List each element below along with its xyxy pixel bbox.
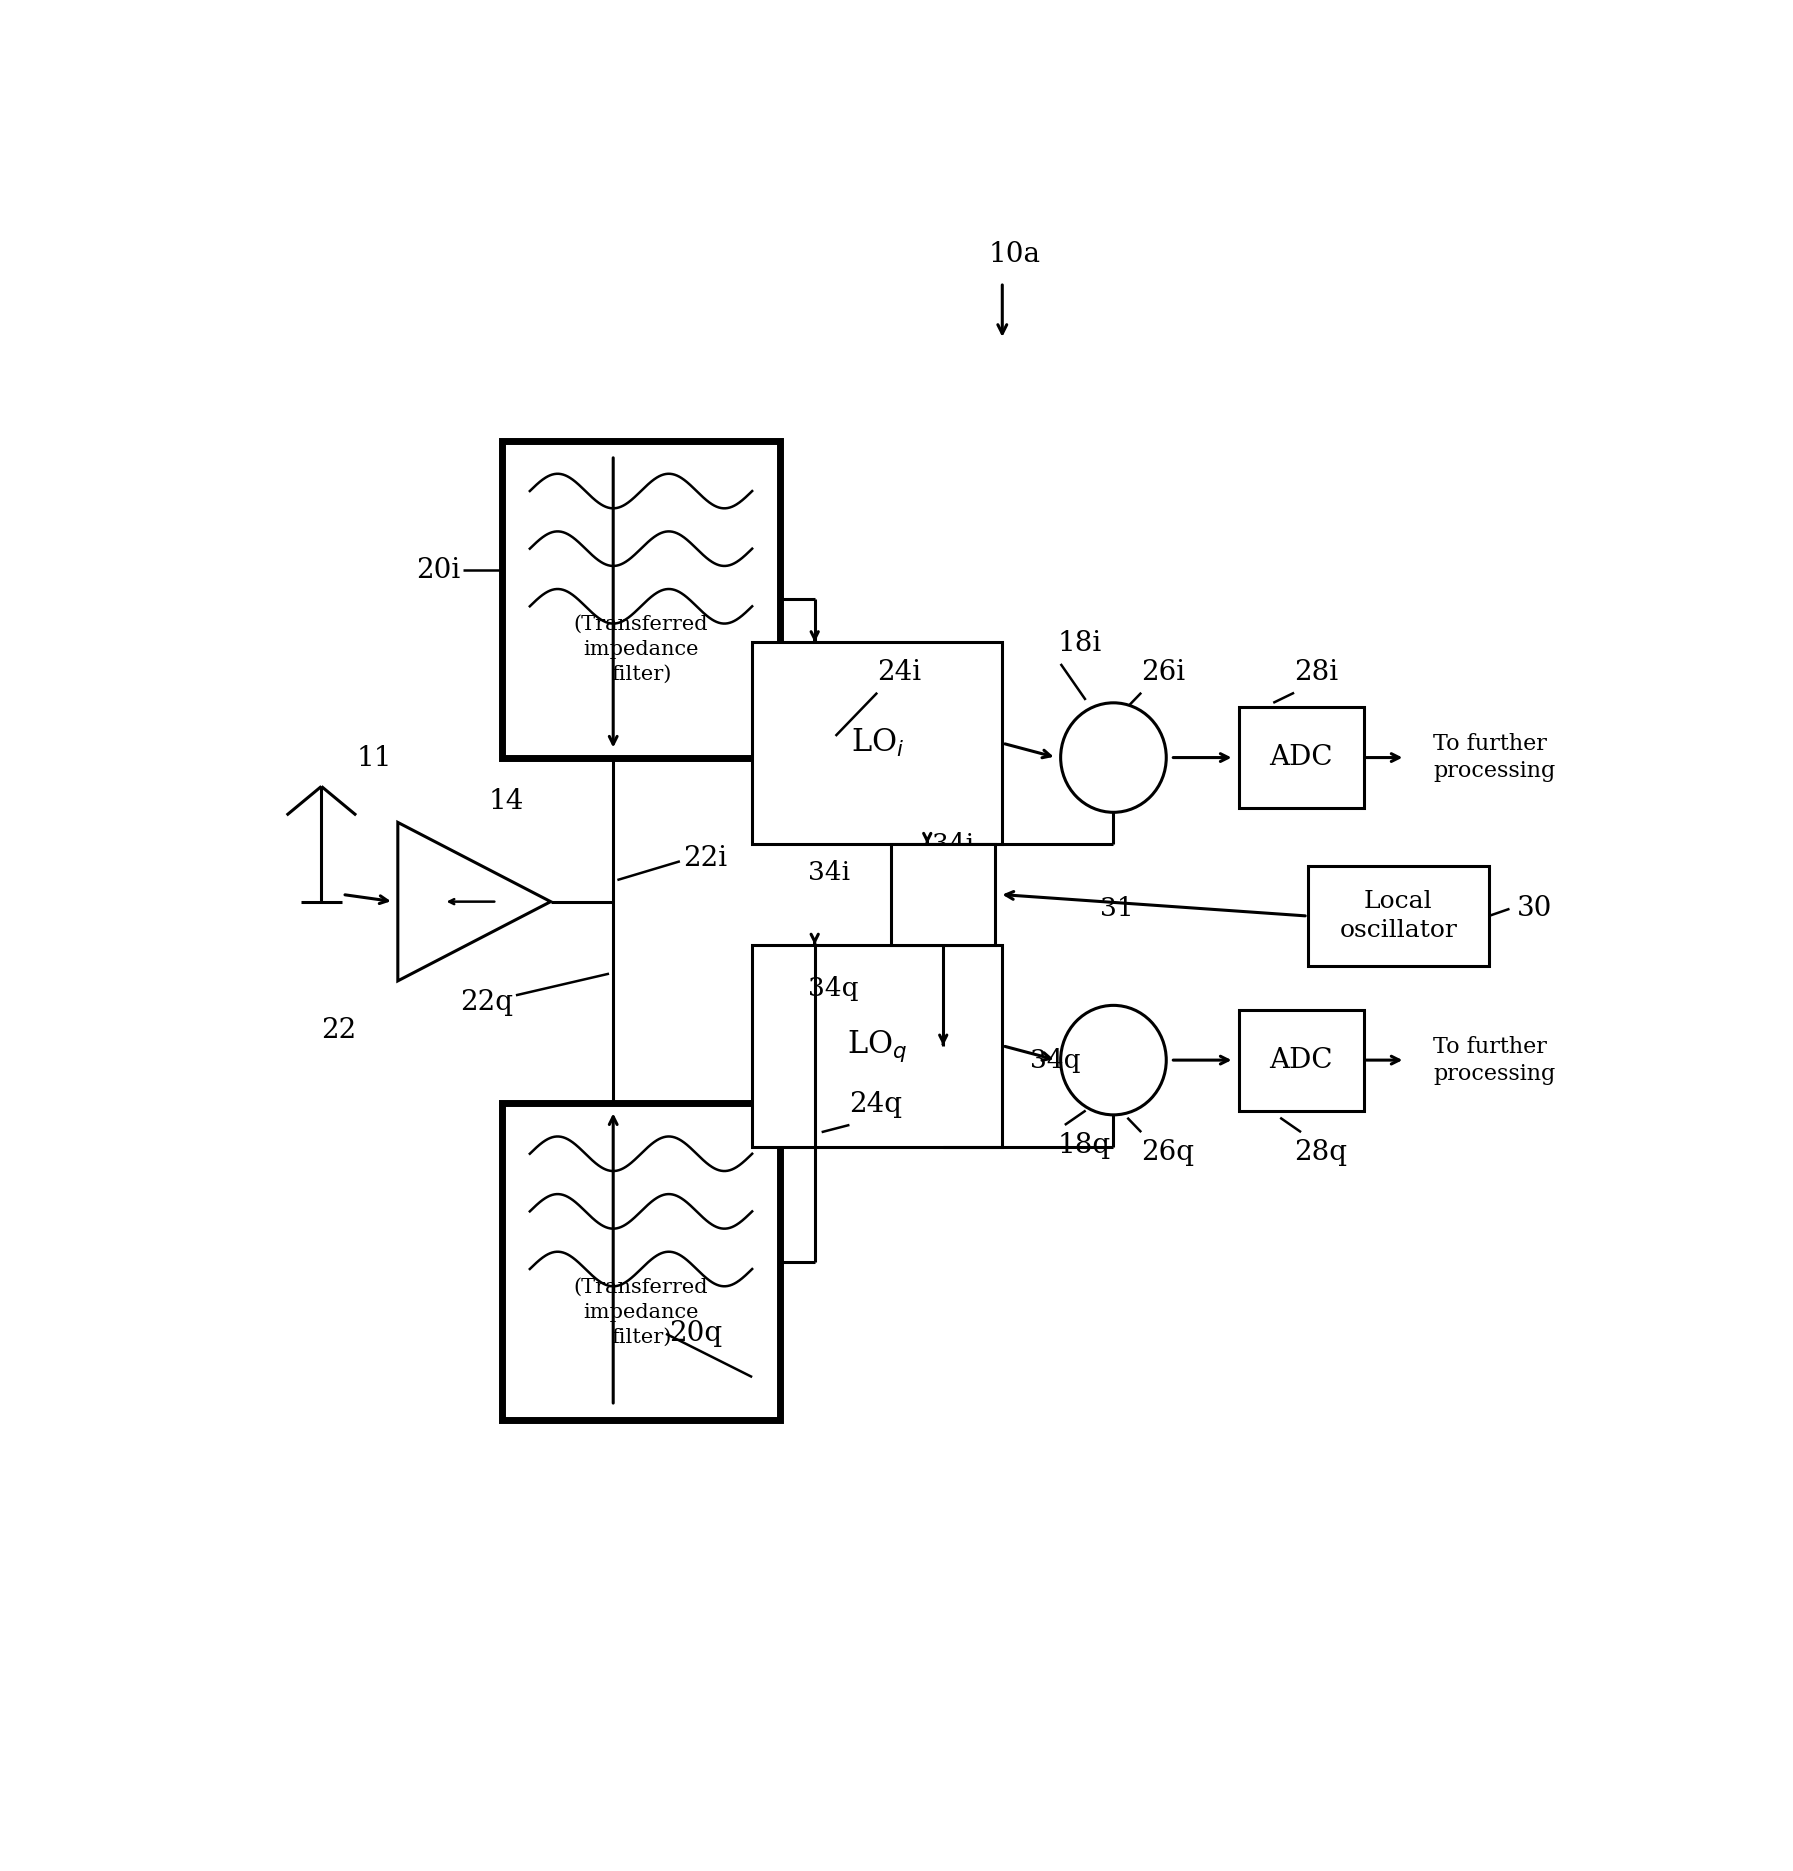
Bar [1239, 1010, 1364, 1111]
Text: ADC: ADC [1269, 1046, 1332, 1074]
Text: ADC: ADC [1269, 745, 1332, 771]
Bar [1239, 707, 1364, 808]
Text: To further
processing: To further processing [1433, 1035, 1555, 1085]
Text: 28i: 28i [1295, 659, 1338, 685]
Text: 34q: 34q [1031, 1048, 1081, 1072]
Text: 10a: 10a [988, 241, 1040, 268]
Text: 18i: 18i [1058, 631, 1103, 657]
Text: 22q: 22q [461, 990, 513, 1016]
Polygon shape [398, 823, 550, 980]
Text: 11: 11 [357, 745, 391, 773]
Circle shape [1061, 1005, 1165, 1115]
Circle shape [1061, 703, 1165, 812]
Text: 30: 30 [1517, 896, 1551, 922]
Text: LO$_i$: LO$_i$ [850, 728, 904, 760]
Text: 22: 22 [321, 1018, 357, 1044]
Text: 22i: 22i [683, 846, 726, 872]
Text: 26i: 26i [1142, 659, 1185, 685]
Text: 31: 31 [1099, 896, 1133, 921]
Text: To further
processing: To further processing [1433, 733, 1555, 782]
Text: 20i: 20i [416, 558, 461, 584]
Bar [502, 442, 780, 758]
Bar [1309, 866, 1488, 967]
Text: 26q: 26q [1142, 1139, 1194, 1166]
Text: π/2: π/2 [927, 907, 961, 926]
Text: 28q: 28q [1295, 1139, 1347, 1166]
Bar [753, 642, 1002, 844]
Text: 20q: 20q [669, 1321, 723, 1347]
Bar [891, 844, 995, 945]
Text: (Transferred
impedance
filter): (Transferred impedance filter) [574, 616, 708, 685]
Text: (Transferred
impedance
filter): (Transferred impedance filter) [574, 1278, 708, 1347]
Bar [502, 1104, 780, 1420]
Text: LO$_q$: LO$_q$ [846, 1027, 907, 1063]
Bar [753, 945, 1002, 1147]
Text: Local
oscillator: Local oscillator [1339, 891, 1458, 941]
Text: 24i: 24i [877, 659, 922, 685]
Text: 14: 14 [488, 788, 524, 816]
Text: 24q: 24q [850, 1091, 902, 1117]
Text: 18q: 18q [1058, 1132, 1112, 1160]
Text: 0: 0 [936, 863, 950, 881]
Text: 34i: 34i [809, 861, 850, 885]
Text: 34q: 34q [809, 975, 859, 1001]
Text: 34i: 34i [932, 831, 975, 857]
